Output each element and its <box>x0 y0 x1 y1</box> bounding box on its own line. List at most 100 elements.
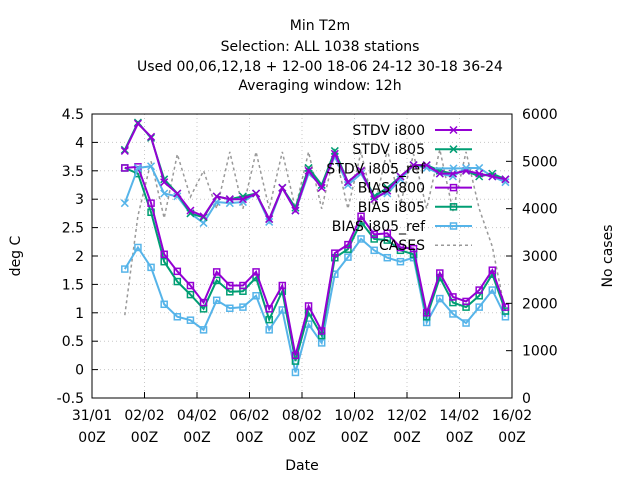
data-point-stdv-i800-stroke <box>304 166 313 175</box>
data-point-bias-i800 <box>199 298 208 307</box>
y-axis-label: deg C <box>8 235 24 276</box>
data-point-bias-i800 <box>331 249 339 257</box>
data-point-stdv-i805-ref-stroke <box>133 163 142 172</box>
data-point-stdv-i800-stroke <box>448 169 457 178</box>
legend-marker-stdv-i800-stroke <box>449 125 458 135</box>
data-point-stdv-i800-stroke <box>488 172 497 181</box>
data-point-stdv-i805-ref-stroke <box>343 180 352 190</box>
y-tick-label: 3 <box>75 192 84 208</box>
data-point-stdv-i800-stroke <box>343 178 352 187</box>
data-point-stdv-i800 <box>120 146 129 155</box>
data-point-stdv-i805-ref-stroke <box>173 192 182 201</box>
x-tick-label-hour: 00Z <box>498 430 525 446</box>
data-point-bias-i800 <box>265 305 273 313</box>
data-point-bias-i805 <box>344 245 352 253</box>
data-point-bias-i805-ref <box>317 339 326 347</box>
data-point-bias-i800 <box>383 229 392 238</box>
legend-label-bias-i800: BIAS i800 <box>358 181 425 197</box>
data-point-bias-i800 <box>462 297 470 306</box>
data-point-bias-i805-ref <box>134 243 142 252</box>
legend-label-bias-i805: BIAS i805 <box>358 200 425 216</box>
data-point-bias-i800 <box>409 244 418 253</box>
data-point-stdv-i800 <box>278 183 287 192</box>
legend: STDV i800 STDV i805 STDV i805_ref BIAS i800… <box>326 123 472 254</box>
data-point-bias-i805-ref <box>226 304 234 313</box>
data-point-stdv-i805-stroke <box>304 163 313 172</box>
legend-marker-stdv-i805-stroke <box>449 145 458 154</box>
data-point-bias-i805-ref <box>344 253 352 261</box>
data-point-bias-i805-ref <box>199 326 208 334</box>
data-point-stdv-i805-ref <box>265 217 274 226</box>
data-point-stdv-i800 <box>475 169 484 178</box>
y-tick-label: 0.5 <box>62 334 84 350</box>
data-point-bias-i805 <box>186 290 195 299</box>
y2-tick-label: 1000 <box>522 344 558 360</box>
series-bias-i805-ref <box>121 235 510 377</box>
y-tick-label: 4 <box>75 135 84 151</box>
data-point-bias-i805-ref <box>186 316 195 324</box>
data-point-bias-i800 <box>160 250 168 259</box>
legend-label-stdv-i805-ref: STDV i805_ref <box>326 161 426 177</box>
data-point-stdv-i805-ref <box>160 189 169 198</box>
data-point-stdv-i805 <box>304 163 313 172</box>
x-tick-label-hour: 00Z <box>78 430 105 446</box>
data-point-stdv-i800-stroke <box>501 175 510 184</box>
data-point-stdv-i800-stroke <box>357 166 366 175</box>
x-tick-label-hour: 00Z <box>183 430 210 446</box>
data-point-stdv-i805-ref <box>343 180 352 190</box>
y2-axis-label: No cases <box>600 225 616 288</box>
data-point-bias-i800 <box>488 266 497 274</box>
y2-tick-label: 0 <box>522 391 531 407</box>
data-point-stdv-i805-stroke <box>370 192 379 201</box>
legend-label-bias-i805-ref: BIAS i805_ref <box>332 219 426 235</box>
data-point-bias-i800 <box>317 327 326 335</box>
legend-marker-stdv-i800 <box>449 125 458 135</box>
grid-layer <box>91 113 513 399</box>
data-point-stdv-i800 <box>199 212 208 221</box>
x-axis-label: Date <box>285 458 318 474</box>
y-tick-label: -0.5 <box>57 391 84 407</box>
series-layer <box>120 118 510 377</box>
data-point-stdv-i800 <box>291 206 300 215</box>
data-point-bias-i805-ref <box>370 246 378 255</box>
data-point-bias-i800 <box>304 302 313 310</box>
data-point-bias-i805-ref <box>252 292 260 300</box>
data-point-stdv-i800-stroke <box>396 172 405 181</box>
legend-label-cases: CASES <box>379 238 425 254</box>
x-tick-label-hour: 00Z <box>288 430 315 446</box>
data-point-stdv-i805-ref <box>396 175 405 184</box>
data-point-bias-i800 <box>344 240 352 249</box>
data-point-stdv-i800-stroke <box>409 161 418 170</box>
data-point-bias-i805-ref <box>147 263 155 272</box>
data-point-bias-i805-ref <box>449 310 457 318</box>
data-point-stdv-i800-stroke <box>120 146 129 155</box>
data-point-bias-i800 <box>186 281 195 290</box>
tick-layer: -0.5 0 0.5 1 1.5 2 2.5 3 3.5 4 4.5 0 1000 2000 3000 400… <box>57 107 558 446</box>
data-point-stdv-i800 <box>501 175 510 184</box>
legend-marker-bias-i805-ref <box>449 222 458 230</box>
data-point-stdv-i805-ref-stroke <box>501 178 510 187</box>
x-tick-label-hour: 00Z <box>131 430 158 446</box>
data-point-bias-i800 <box>226 281 234 290</box>
data-point-stdv-i800 <box>488 172 497 181</box>
data-point-bias-i805-ref <box>436 294 444 303</box>
y-tick-label: 1 <box>75 306 84 322</box>
data-point-stdv-i800-stroke <box>212 192 221 201</box>
data-point-bias-i800 <box>173 267 182 276</box>
series-bias-i800 <box>121 163 510 360</box>
data-point-stdv-i800 <box>317 183 326 192</box>
y2-tick-label: 4000 <box>522 202 558 218</box>
y2-tick-label: 6000 <box>522 107 558 123</box>
data-point-bias-i800 <box>370 230 378 239</box>
legend-marker-bias-i800 <box>449 183 458 192</box>
data-point-stdv-i800-stroke <box>252 189 261 198</box>
y-tick-label: 2 <box>75 249 84 265</box>
chart-title-line4: Averaging window: 12h <box>238 78 401 94</box>
data-point-stdv-i800 <box>343 178 352 187</box>
data-point-bias-i800 <box>501 303 510 311</box>
data-point-stdv-i805-ref-stroke <box>357 169 366 178</box>
data-point-bias-i805-ref <box>488 286 497 294</box>
data-point-stdv-i800 <box>409 161 418 170</box>
x-tick-label-date: 14/02 <box>439 408 479 424</box>
